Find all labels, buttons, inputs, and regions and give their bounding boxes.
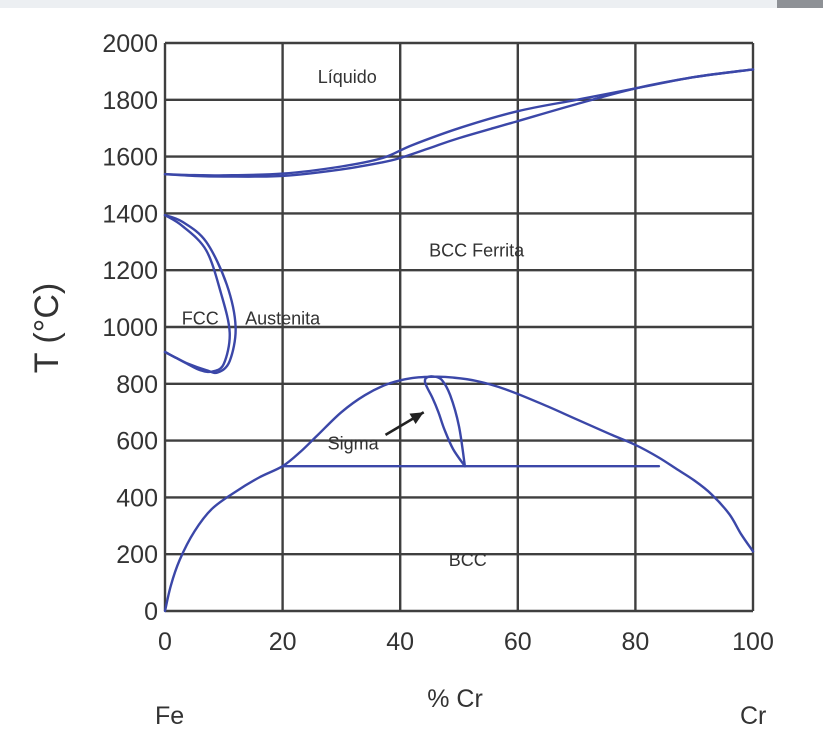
x-tick-label: 80: [621, 628, 649, 656]
x-tick-label: 100: [732, 628, 774, 656]
x-tick-label: 60: [504, 628, 532, 656]
sigma-arrow-head: [409, 412, 424, 425]
scrollbar-thumb[interactable]: [777, 0, 823, 8]
y-tick-label: 1800: [102, 87, 158, 115]
top-bar: [0, 0, 823, 8]
phase-boundary-line: [163, 213, 231, 374]
region-label: Austenita: [245, 308, 321, 328]
x-tick-label: 20: [269, 628, 297, 656]
y-tick-label: 0: [144, 598, 158, 626]
phase-boundary-line: [163, 375, 755, 613]
phase-boundary-line: [423, 375, 467, 468]
cr-end-label: Cr: [740, 702, 766, 730]
x-tick-label: 40: [386, 628, 414, 656]
x-tick-label: 0: [158, 628, 172, 656]
tick-layer: 0 20 40 60 80 1000200400600800100012001400160…: [102, 30, 773, 656]
y-tick-label: 1600: [102, 144, 158, 172]
y-tick-label: 1000: [102, 314, 158, 342]
region-label: Líquido: [318, 67, 377, 87]
y-tick-label: 400: [116, 484, 158, 512]
y-tick-label: 200: [116, 541, 158, 569]
x-axis-label: % Cr: [427, 685, 483, 713]
region-label: BCC: [449, 550, 487, 570]
y-axis-label: T (°C): [28, 283, 66, 373]
phase-boundary-line: [163, 68, 755, 177]
y-tick-label: 1200: [102, 257, 158, 285]
region-label: BCC Ferrita: [429, 240, 525, 260]
curve-layer: [163, 68, 755, 613]
y-tick-label: 1400: [102, 200, 158, 228]
y-tick-label: 600: [116, 428, 158, 456]
label-layer: Líquido BCC Ferrita FCC Austenita Sigma BCC: [182, 67, 525, 570]
region-label: FCC: [182, 308, 219, 328]
region-label: Sigma: [328, 433, 380, 453]
y-tick-label: 800: [116, 371, 158, 399]
fe-end-label: Fe: [155, 702, 184, 730]
phase-boundary-line: [163, 213, 237, 375]
phase-boundary-line: [163, 68, 755, 178]
y-tick-label: 2000: [102, 30, 158, 58]
grid-layer: [163, 41, 755, 613]
